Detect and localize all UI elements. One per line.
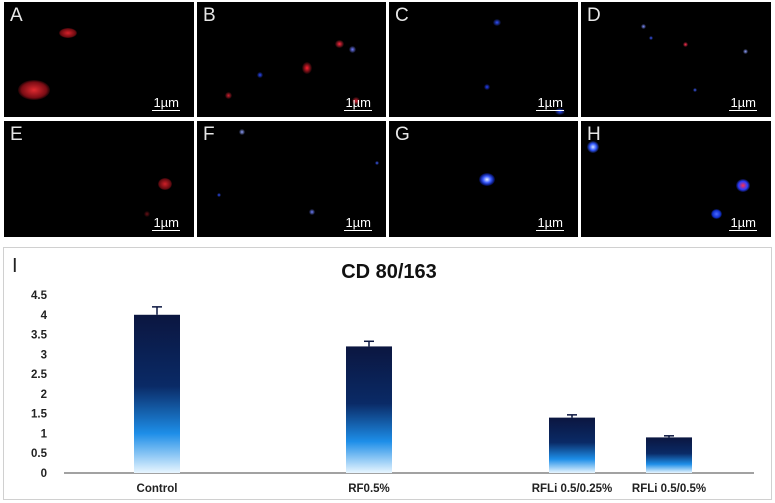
blue-stain-spot xyxy=(649,36,653,40)
panel-letter: G xyxy=(395,124,410,145)
x-tick-label: RFLi 0.5/0.5% xyxy=(632,483,706,495)
y-tick-label: 0.5 xyxy=(31,448,48,460)
micrograph-panel-f: F 1µm xyxy=(197,121,386,237)
blue-stain-spot xyxy=(555,108,565,115)
blue-stain-spot xyxy=(693,88,697,92)
blue-stain-spot xyxy=(349,46,356,53)
red-stain-spot xyxy=(335,40,344,48)
red-stain-spot xyxy=(144,211,150,217)
chart-title: CD 80/163 xyxy=(341,261,437,283)
blue-stain-spot xyxy=(309,209,315,215)
panel-letter: A xyxy=(10,5,23,26)
scale-bar: 1µm xyxy=(344,95,372,111)
panel-letter: B xyxy=(203,5,216,26)
red-stain-spot xyxy=(158,178,172,190)
y-tick-label: 2.5 xyxy=(31,369,48,381)
blue-stain-spot xyxy=(257,72,263,78)
panel-letter: I xyxy=(12,255,18,277)
micrograph-panel-c: C 1µm xyxy=(389,2,578,117)
blue-stain-spot xyxy=(375,161,379,165)
scale-bar: 1µm xyxy=(729,95,757,111)
bar-chart: I CD 80/163 0 0.5 1 1.5 2 2.5 3 3.5 4 4.5 Control… xyxy=(12,255,754,495)
blue-stain-spot xyxy=(479,173,495,186)
x-tick-label: Control xyxy=(137,483,178,495)
bar xyxy=(549,417,595,473)
scale-bar: 1µm xyxy=(536,95,564,111)
blue-stain-spot xyxy=(239,129,245,135)
panel-letter: C xyxy=(395,5,409,26)
red-stain-spot xyxy=(225,92,232,99)
micrograph-panel-h: H 1µm xyxy=(581,121,771,237)
blue-stain-spot xyxy=(641,24,646,29)
scale-bar: 1µm xyxy=(729,215,757,231)
bar xyxy=(346,346,392,473)
red-stain-spot xyxy=(18,80,50,100)
micrograph-panel-e: E 1µm xyxy=(4,121,194,237)
scale-bar: 1µm xyxy=(344,215,372,231)
micrograph-panel-a: A 1µm xyxy=(4,2,194,117)
panel-letter: F xyxy=(203,124,215,145)
blue-stain-spot xyxy=(493,19,501,26)
bar-chart-panel: I CD 80/163 0 0.5 1 1.5 2 2.5 3 3.5 4 4.5 Control… xyxy=(3,247,772,500)
panel-letter: H xyxy=(587,124,601,145)
micrograph-panel-d: D 1µm xyxy=(581,2,771,117)
bars-group xyxy=(134,306,692,473)
scale-bar: 1µm xyxy=(152,95,180,111)
blue-stain-spot xyxy=(484,84,490,90)
red-stain-spot xyxy=(736,179,750,192)
y-tick-label: 1.5 xyxy=(31,409,48,421)
y-tick-label: 3 xyxy=(41,349,47,361)
y-tick-label: 4 xyxy=(41,310,48,322)
bar xyxy=(134,314,180,473)
bar xyxy=(646,437,692,473)
x-tick-label: RF0.5% xyxy=(348,483,390,495)
panel-letter: D xyxy=(587,5,601,26)
y-tick-label: 2 xyxy=(41,389,47,401)
blue-stain-spot xyxy=(711,209,722,219)
x-axis: Control RF0.5% RFLi 0.5/0.25% RFLi 0.5/0.5% xyxy=(137,483,707,495)
x-tick-label: RFLi 0.5/0.25% xyxy=(532,483,613,495)
blue-stain-spot xyxy=(217,193,221,197)
red-stain-spot xyxy=(683,42,688,47)
red-stain-spot xyxy=(59,28,77,38)
y-tick-label: 4.5 xyxy=(31,290,48,302)
panel-letter: E xyxy=(10,124,23,145)
red-stain-spot xyxy=(352,97,360,105)
y-tick-label: 0 xyxy=(41,468,47,480)
blue-stain-spot xyxy=(743,49,748,54)
y-tick-label: 3.5 xyxy=(31,330,48,342)
scale-bar: 1µm xyxy=(152,215,180,231)
blue-stain-spot xyxy=(587,141,599,153)
red-stain-spot xyxy=(302,62,312,74)
micrograph-panel-b: B 1µm xyxy=(197,2,386,117)
y-tick-label: 1 xyxy=(41,428,48,440)
scale-bar: 1µm xyxy=(536,215,564,231)
micrograph-panel-g: G 1µm xyxy=(389,121,578,237)
